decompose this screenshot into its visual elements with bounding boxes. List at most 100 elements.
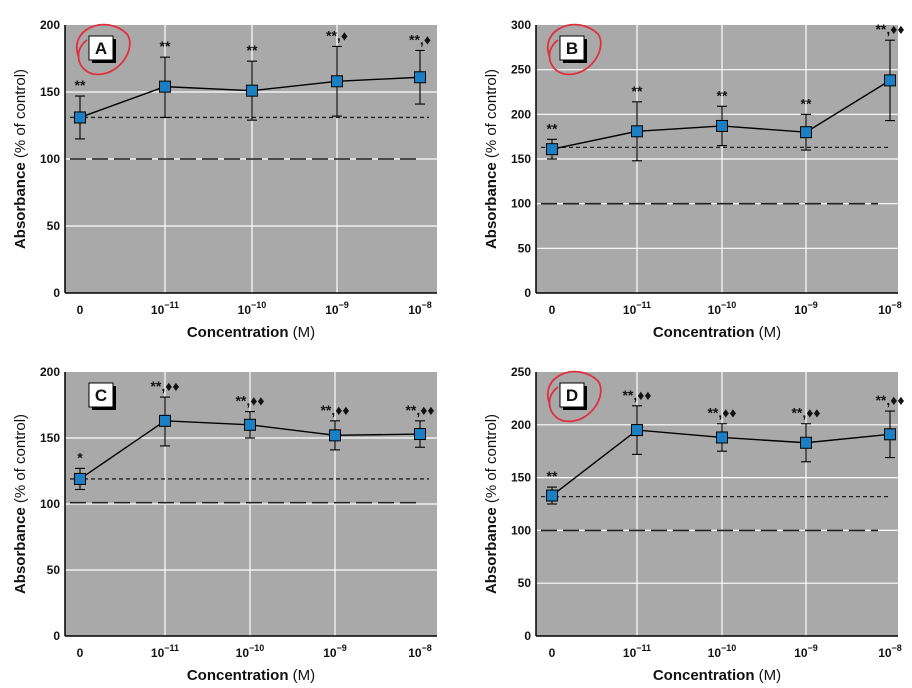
- data-point: [159, 80, 171, 93]
- x-axis-label: Concentration (M): [653, 324, 781, 341]
- panel-a: 0 50 100 150 200 ** ** ** **,♦ **,♦ A 0 10−11 10−10 10…: [12, 18, 437, 341]
- y-tick-label: 100: [40, 152, 60, 166]
- x-axis-label: Concentration (M): [187, 667, 315, 684]
- x-tick-label: 0: [77, 646, 84, 660]
- y-tick-label: 0: [53, 286, 60, 300]
- significance-label: **,♦♦: [875, 392, 904, 408]
- panel-label: C: [95, 386, 107, 405]
- y-tick-label: 150: [511, 471, 531, 485]
- y-tick-label: 50: [47, 219, 61, 233]
- y-tick-label: 100: [511, 197, 531, 211]
- panel-label: A: [95, 39, 107, 58]
- data-point: [716, 119, 728, 132]
- significance-label: **: [547, 468, 558, 484]
- x-tick-label: 10−8: [408, 300, 432, 317]
- x-tick-label: 10−9: [794, 643, 818, 660]
- significance-label: *: [77, 449, 83, 465]
- significance-label: **,♦♦: [875, 21, 904, 37]
- y-tick-label: 200: [40, 18, 60, 32]
- data-point: [331, 75, 343, 88]
- y-axis-label: Absorbance (% of control): [12, 69, 29, 249]
- significance-label: **,♦♦: [405, 402, 434, 418]
- significance-label: **: [801, 95, 812, 111]
- y-tick-label: 200: [511, 418, 531, 432]
- y-tick-label: 150: [511, 152, 531, 166]
- panel-label-box: [559, 35, 585, 61]
- x-tick-label: 10−11: [623, 643, 651, 660]
- data-point: [800, 126, 812, 139]
- significance-label: **,♦♦: [150, 378, 179, 394]
- panel-label-box: [88, 35, 114, 61]
- data-point: [74, 111, 86, 124]
- data-point: [884, 74, 896, 87]
- panel-label: D: [566, 386, 578, 405]
- y-tick-label: 300: [511, 18, 531, 32]
- data-point: [546, 143, 558, 156]
- x-tick-label: 0: [549, 646, 556, 660]
- x-tick-label: 0: [77, 303, 84, 317]
- significance-label: **: [717, 87, 728, 103]
- y-tick-label: 200: [40, 365, 60, 379]
- x-tick-label: 10−11: [151, 300, 179, 317]
- y-axis-label: Absorbance (% of control): [483, 414, 500, 594]
- significance-label: **: [547, 120, 558, 136]
- data-point: [74, 472, 86, 485]
- significance-label: **: [75, 77, 86, 93]
- significance-label: **,♦♦: [320, 402, 349, 418]
- y-tick-label: 50: [518, 576, 532, 590]
- data-point: [546, 489, 558, 502]
- data-point: [884, 428, 896, 441]
- panel-b: 0 50 100 150 200 250 300 ** ** ** ** **,♦♦ B 0 10−11 10…: [483, 18, 905, 341]
- y-tick-label: 0: [524, 629, 531, 643]
- x-tick-label: 10−11: [623, 300, 651, 317]
- data-point: [631, 424, 643, 437]
- x-tick-label: 10−8: [878, 643, 902, 660]
- y-tick-label: 100: [511, 523, 531, 537]
- y-tick-label: 200: [511, 107, 531, 121]
- x-tick-label: 10−10: [708, 300, 737, 317]
- data-point: [800, 436, 812, 449]
- y-tick-label: 150: [40, 431, 60, 445]
- data-point: [414, 71, 426, 84]
- x-tick-label: 10−10: [236, 643, 265, 660]
- y-tick-label: 100: [40, 497, 60, 511]
- y-axis-label: Absorbance (% of control): [12, 414, 29, 594]
- plot-area: [536, 372, 898, 636]
- x-tick-label: 10−9: [323, 643, 347, 660]
- significance-label: **: [247, 42, 258, 58]
- circle-annotation: [76, 23, 131, 76]
- y-tick-label: 250: [511, 63, 531, 77]
- circle-annotation: [547, 23, 602, 76]
- significance-label: **,♦♦: [707, 405, 736, 421]
- panel-d: 0 50 100 150 200 250 ** **,♦♦ **,♦♦ **,♦♦ **,♦♦ D 0 1…: [483, 365, 905, 684]
- panel-label: B: [566, 39, 578, 58]
- significance-label: **,♦: [409, 31, 431, 47]
- significance-label: **: [160, 38, 171, 54]
- y-tick-label: 0: [524, 286, 531, 300]
- data-point: [244, 418, 256, 431]
- data-point: [246, 84, 258, 97]
- x-tick-label: 10−8: [878, 300, 902, 317]
- x-tick-label: 10−9: [325, 300, 349, 317]
- y-axis-label: Absorbance (% of control): [483, 69, 500, 249]
- panel-label-box: [559, 382, 585, 408]
- data-point: [329, 429, 341, 442]
- data-point: [631, 125, 643, 138]
- x-tick-label: 10−10: [708, 643, 737, 660]
- significance-label: **,♦♦: [622, 387, 651, 403]
- data-point: [414, 428, 426, 441]
- y-tick-label: 150: [40, 85, 60, 99]
- circle-annotation: [547, 370, 602, 423]
- y-tick-label: 50: [518, 241, 532, 255]
- x-tick-label: 0: [549, 303, 556, 317]
- panel-label-box: [88, 382, 114, 408]
- x-axis-label: Concentration (M): [653, 667, 781, 684]
- panel-c: 0 50 100 150 200 * **,♦♦ **,♦♦ **,♦♦ **,♦♦ C 0 10−11…: [12, 365, 437, 684]
- x-tick-label: 10−11: [151, 643, 179, 660]
- x-tick-label: 10−9: [794, 300, 818, 317]
- x-tick-label: 10−10: [238, 300, 267, 317]
- y-tick-label: 250: [511, 365, 531, 379]
- significance-label: **,♦: [326, 27, 348, 43]
- y-tick-label: 0: [53, 629, 60, 643]
